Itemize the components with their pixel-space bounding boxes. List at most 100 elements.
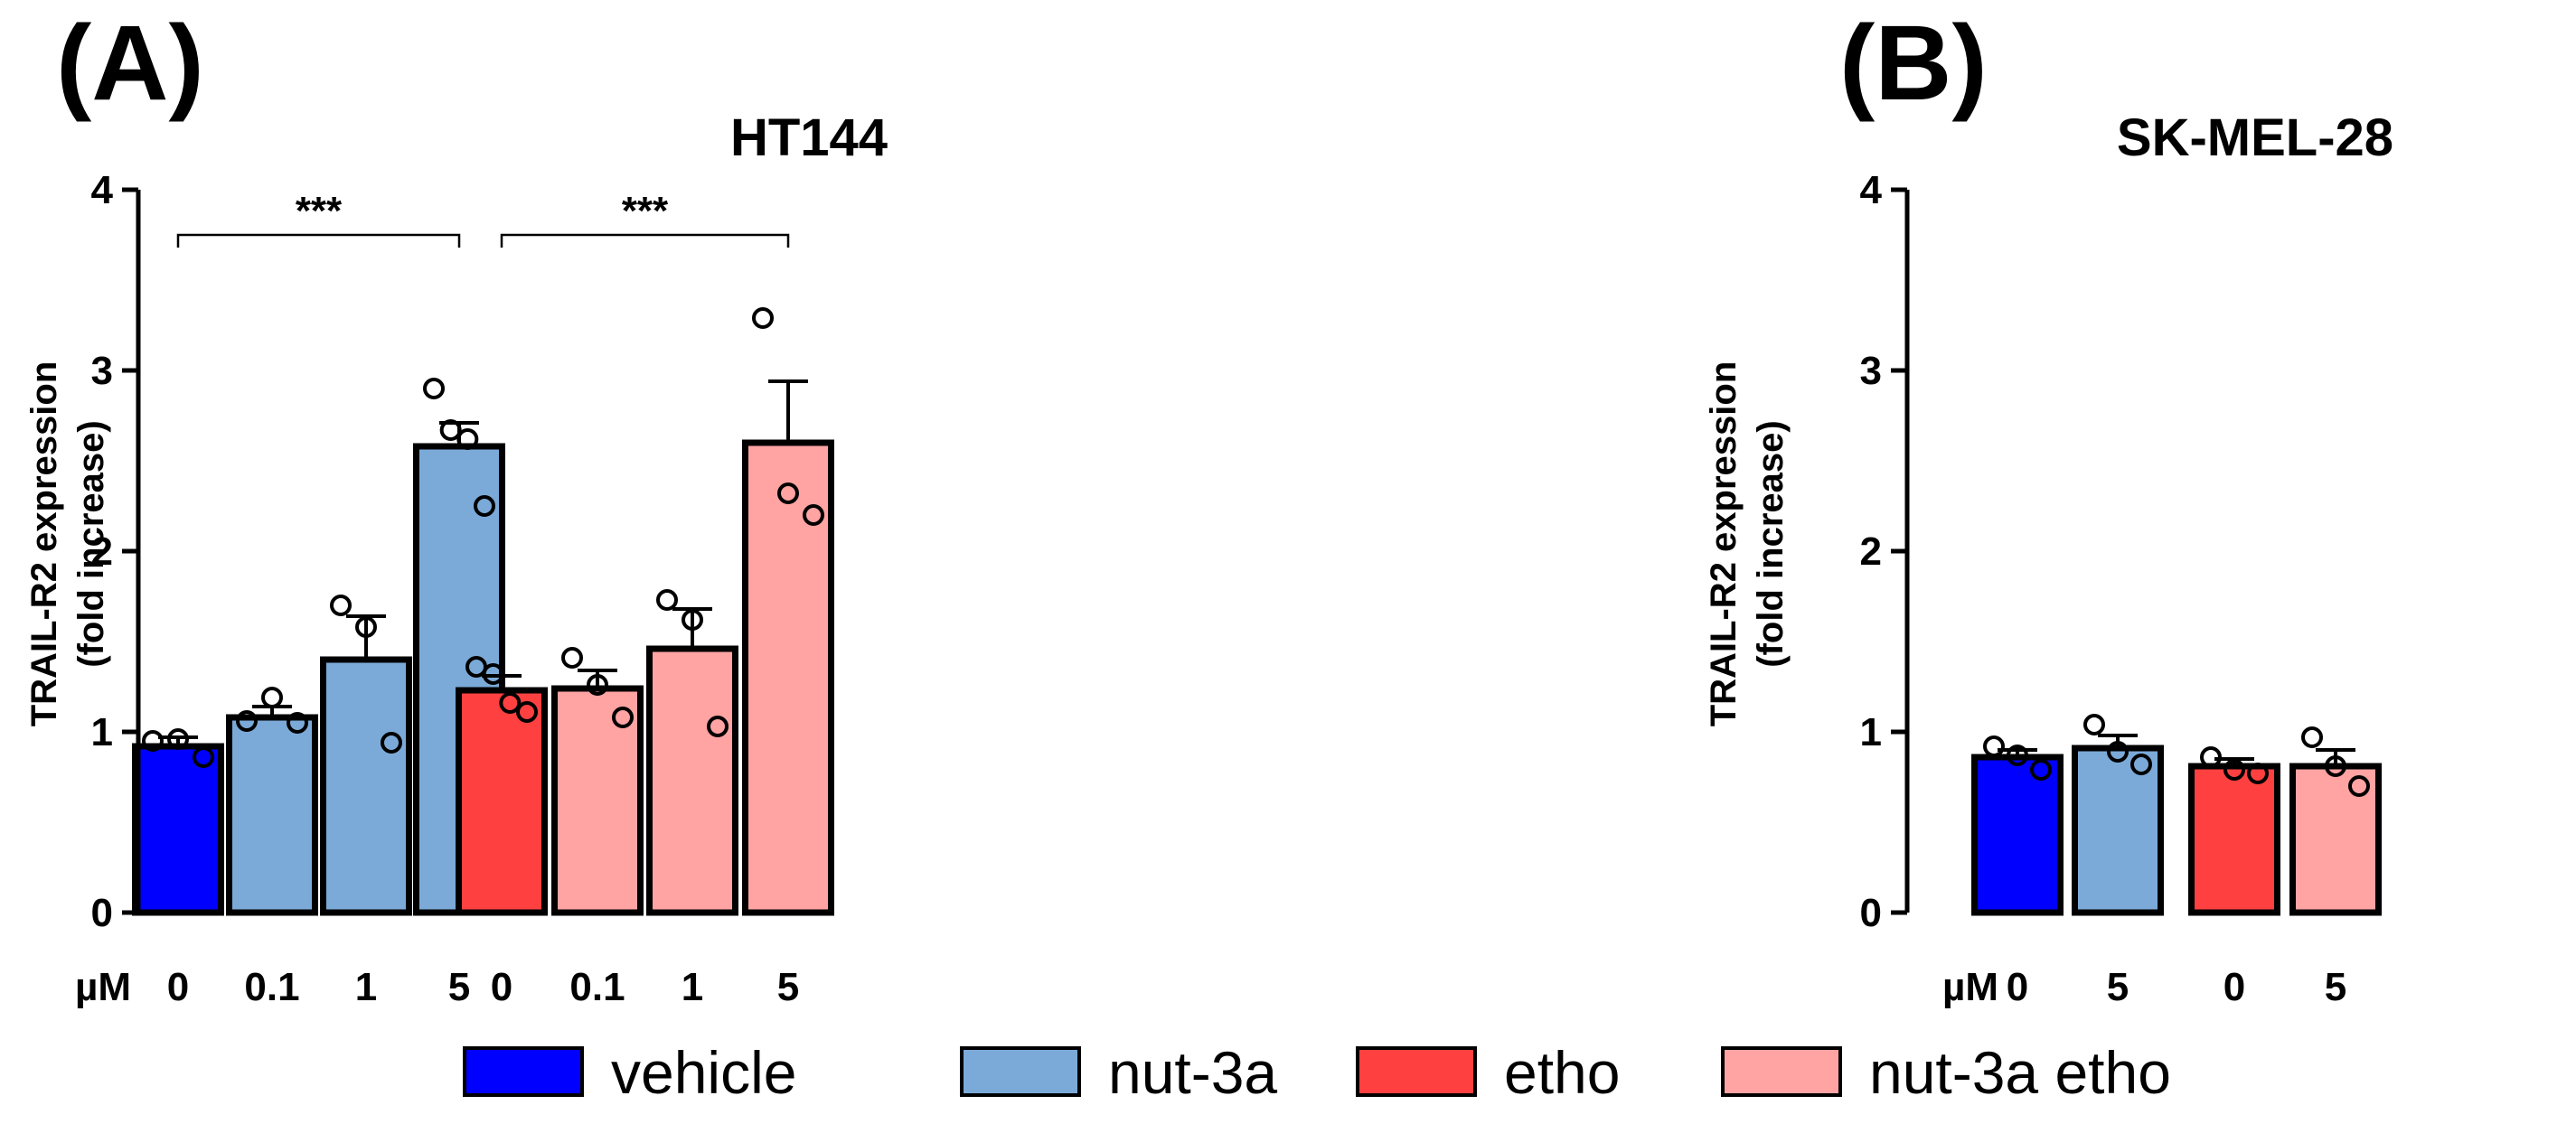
- data-point: [167, 728, 189, 750]
- data-point: [355, 616, 377, 638]
- panel-b-ylabel-line1: TRAIL-R2 expression: [1704, 361, 1744, 727]
- data-point: [612, 707, 634, 728]
- y-tick-label: 4: [1860, 168, 1883, 212]
- panel-a-title: HT144: [730, 108, 888, 167]
- x-tick-label: 1: [355, 965, 377, 1009]
- data-point: [482, 663, 504, 685]
- data-point: [2301, 726, 2323, 748]
- x-tick-label: 0.1: [244, 965, 299, 1009]
- data-point: [2348, 775, 2370, 797]
- legend: vehicle nut-3a etho nut-3a etho: [463, 1039, 2171, 1106]
- panel-a-significance: *** ***: [176, 189, 790, 248]
- y-tick-label: 2: [91, 529, 113, 574]
- legend-swatch-nut-3a: [960, 1046, 1081, 1097]
- legend-item-nut-3a: nut-3a: [960, 1039, 1277, 1106]
- panel-b-y-axis: 0 1 2 3 4: [1860, 168, 1907, 935]
- bar: [551, 685, 644, 916]
- data-point: [2247, 763, 2269, 784]
- data-point: [803, 504, 824, 526]
- significance-bracket: [176, 233, 461, 248]
- data-point: [682, 609, 703, 631]
- panel-a-x-axis: 0 0.1 1 5 0 0.1 1 5: [167, 965, 799, 1009]
- bar: [2072, 745, 2164, 916]
- panel-a-ylabel-line1: TRAIL-R2 expression: [24, 361, 64, 727]
- data-point: [587, 674, 608, 696]
- data-point: [193, 746, 214, 768]
- x-tick-label: 5: [2325, 965, 2346, 1009]
- panel-b-title: SK-MEL-28: [2117, 108, 2393, 167]
- data-point: [2107, 741, 2129, 763]
- y-tick-label: 0: [1860, 891, 1882, 935]
- data-point: [561, 647, 583, 669]
- data-point: [2083, 714, 2105, 735]
- x-tick-label: 0: [2007, 965, 2028, 1009]
- bar: [132, 743, 224, 916]
- panel-b-bars: [1971, 714, 2382, 916]
- panel-b-chart: (B) SK-MEL-28 TRAIL-R2 expression (fold …: [1704, 4, 2393, 1009]
- legend-label-etho: etho: [1504, 1039, 1620, 1106]
- panel-b-label: (B): [1839, 4, 1988, 123]
- legend-swatch-etho: [1356, 1046, 1477, 1097]
- legend-item-nut-3a-etho: nut-3a etho: [1721, 1039, 2171, 1106]
- panel-a-ylabel-line2: (fold increase): [71, 420, 111, 667]
- panel-a-y-axis: 0 1 2 3 4: [91, 168, 138, 935]
- x-tick-label: 5: [2107, 965, 2129, 1009]
- significance-label: ***: [296, 189, 343, 233]
- significance-label: ***: [622, 189, 669, 233]
- panel-a-chart: (A) HT144 TRAIL-R2 expression (fold incr…: [24, 4, 888, 1009]
- data-point: [2007, 745, 2028, 766]
- data-point: [2223, 759, 2245, 781]
- panel-a-label: (A): [56, 4, 204, 123]
- data-point: [381, 732, 402, 754]
- bar: [456, 687, 548, 916]
- data-point: [456, 428, 479, 450]
- data-point: [516, 701, 538, 723]
- legend-item-etho: etho: [1356, 1039, 1620, 1106]
- panel-a-bars: [132, 307, 834, 916]
- data-point: [2130, 754, 2152, 775]
- x-tick-label: 0: [167, 965, 189, 1009]
- data-point: [261, 687, 283, 708]
- y-tick-label: 1: [1860, 710, 1882, 754]
- x-tick-label: 0: [2223, 965, 2245, 1009]
- legend-label-nut-3a-etho: nut-3a etho: [1869, 1039, 2171, 1106]
- y-tick-label: 1: [91, 710, 113, 754]
- legend-label-nut-3a: nut-3a: [1108, 1039, 1277, 1106]
- data-point: [499, 692, 522, 714]
- y-tick-label: 3: [91, 349, 113, 393]
- data-point: [752, 307, 774, 329]
- data-point: [707, 716, 729, 737]
- panel-b-x-unit: µM: [1942, 965, 1998, 1009]
- bar: [1971, 754, 2064, 916]
- legend-label-vehicle: vehicle: [611, 1039, 796, 1106]
- data-point: [439, 419, 462, 441]
- bar: [226, 714, 318, 916]
- bar: [646, 645, 738, 916]
- panel-a-x-unit: µM: [75, 965, 131, 1009]
- bar: [2289, 763, 2382, 916]
- x-tick-label: 5: [448, 965, 470, 1009]
- panel-b-x-axis: 0 5 0 5: [2007, 965, 2346, 1009]
- data-point: [777, 482, 799, 504]
- x-tick-label: 5: [777, 965, 799, 1009]
- y-tick-label: 4: [91, 168, 114, 212]
- x-tick-label: 1: [682, 965, 703, 1009]
- data-point: [287, 712, 308, 734]
- bar: [742, 439, 834, 916]
- data-point: [330, 595, 352, 616]
- y-tick-label: 3: [1860, 349, 1882, 393]
- data-point: [474, 495, 495, 517]
- panel-b-ylabel-line2: (fold increase): [1751, 420, 1791, 667]
- bar: [320, 656, 412, 916]
- data-point: [423, 378, 445, 399]
- y-tick-label: 2: [1860, 529, 1882, 574]
- data-point: [1983, 735, 2005, 757]
- significance-bracket: [500, 233, 790, 248]
- data-point: [656, 589, 678, 611]
- data-point: [236, 710, 258, 732]
- data-point: [2030, 759, 2052, 781]
- data-point: [2200, 746, 2222, 768]
- y-tick-label: 0: [91, 891, 113, 935]
- legend-item-vehicle: vehicle: [463, 1039, 796, 1106]
